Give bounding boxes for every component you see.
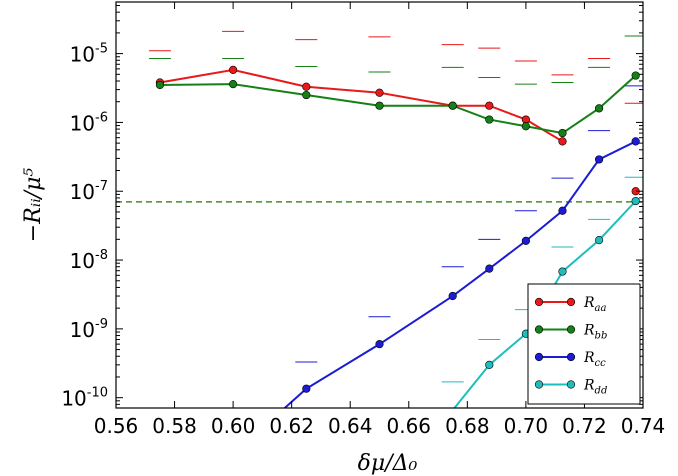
data-point-dd (594, 235, 604, 245)
x-tick-label: 0.74 (621, 414, 666, 438)
data-point-cc (521, 236, 530, 245)
x-tick-label: 0.56 (94, 414, 139, 438)
data-point-bb (155, 80, 165, 90)
data-point-cc (631, 137, 640, 146)
x-tick-label: 0.70 (504, 414, 549, 438)
y-tick-label: 10-10 (61, 386, 108, 411)
data-point-cc (594, 155, 604, 164)
data-point-cc (302, 384, 311, 393)
data-point-dd (485, 360, 494, 369)
x-tick-label: 0.62 (269, 414, 314, 438)
data-point-aa (229, 65, 238, 74)
series-line-bb (159, 74, 637, 135)
data-point-bb (448, 101, 457, 110)
y-tick-label: 10-5 (70, 42, 108, 67)
x-tick-label: 0.72 (562, 414, 607, 438)
data-point-cc (375, 340, 384, 349)
series-line-aa (159, 68, 564, 143)
data-point-aa (558, 137, 567, 146)
legend-marker-bb (534, 325, 544, 334)
error-dash-layer (148, 30, 643, 383)
legend-marker-aa (566, 297, 576, 307)
y-tick-label: 10-6 (70, 110, 108, 135)
data-point-bb (302, 90, 311, 100)
x-tick-label: 0.64 (328, 414, 373, 438)
data-point-cc (448, 291, 457, 301)
data-point-bb (375, 101, 384, 110)
legend-label-cc: Rcc (583, 350, 606, 369)
legend-marker-aa (534, 297, 544, 307)
x-tick-label: 0.68 (445, 414, 490, 438)
data-point-dd (558, 267, 567, 276)
legend-label-bb: Rbb (583, 323, 607, 342)
axes-layer: 0.56 0.58 0.60 0.62 0.64 0.66 0.68 0.70 0.72 0.74… (21, 1, 666, 476)
data-point-bb (521, 122, 530, 131)
data-point-bb (485, 115, 494, 124)
y-tick-label: 10-7 (70, 179, 108, 204)
data-point-aa (485, 101, 494, 110)
data-point-cc (558, 206, 567, 215)
data-point-cc (485, 264, 494, 273)
data-point-dd (631, 196, 640, 206)
legend: Raa Rbb Rcc Rdd (527, 283, 641, 405)
data-point-bb (558, 128, 567, 138)
y-tick-label: 10-9 (70, 317, 108, 342)
legend-label-aa: Raa (583, 295, 607, 314)
y-axis-title: −Rᵢᵢ/μ⁵ (21, 168, 46, 243)
legend-marker-dd (566, 380, 576, 389)
legend-label-dd: Rdd (583, 378, 607, 397)
legend-marker-dd (534, 380, 544, 389)
x-axis-title: δμ/Δ₀ (358, 451, 418, 476)
data-point-bb (229, 80, 238, 89)
x-tick-label: 0.66 (387, 414, 432, 438)
legend-marker-cc (566, 352, 576, 362)
plot-frame (115, 1, 644, 409)
y-tick-label: 10-8 (70, 248, 108, 273)
legend-marker-bb (566, 325, 576, 334)
x-tick-label: 0.60 (211, 414, 256, 438)
data-point-aa (375, 88, 384, 97)
legend-marker-cc (534, 352, 544, 362)
data-point-bb (631, 71, 640, 80)
data-point-aa (302, 82, 311, 91)
data-point-bb (594, 104, 604, 113)
x-tick-label: 0.58 (152, 414, 197, 438)
